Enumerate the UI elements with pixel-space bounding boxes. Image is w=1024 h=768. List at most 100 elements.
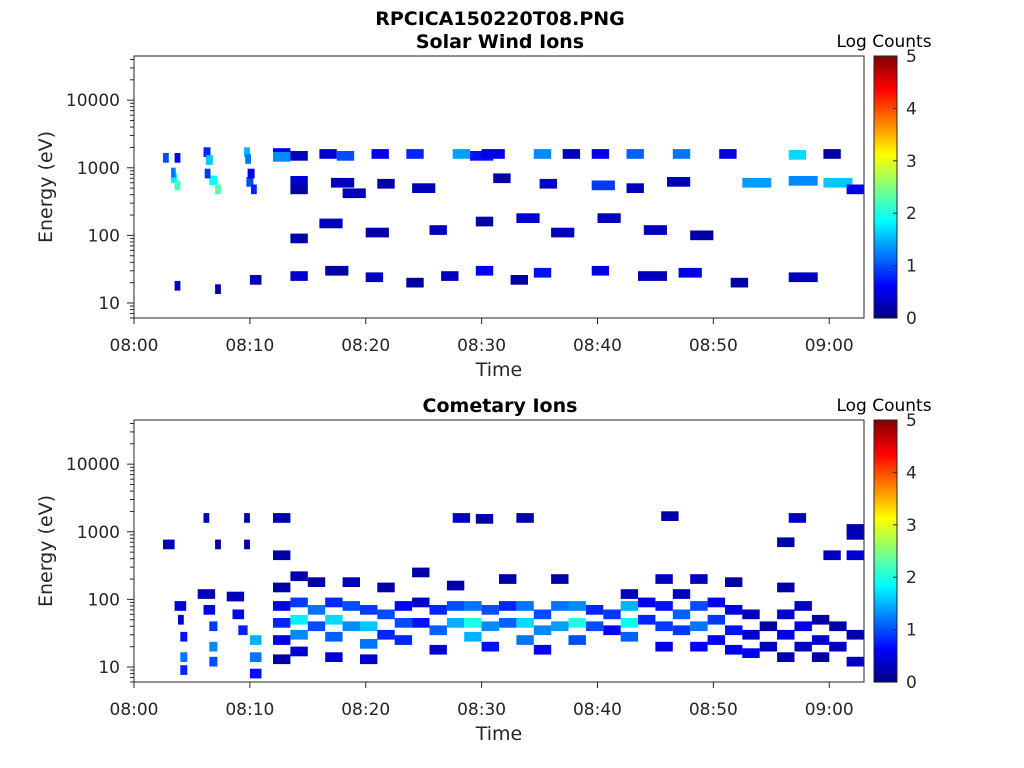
plot-frame-solar-wind [133,55,865,319]
colorbar-segment [874,655,897,660]
heatmap-cell [788,272,818,283]
colorbar-segment [874,611,897,615]
colorbar-tick-label: 2 [906,204,917,224]
heatmap-cell [180,631,188,642]
colorbar-segment [874,69,897,73]
heatmap-cell [551,601,569,611]
heatmap-cell [331,177,355,188]
heatmap-cell [204,168,211,179]
heatmap-cell [325,631,343,642]
colorbar-segment [874,249,897,254]
colorbar-tick-label: 4 [906,99,917,119]
x-axis-label-solar-wind: Time [475,359,523,381]
heatmap-cell [730,277,749,288]
x-tick-label: 08:20 [341,700,390,720]
colorbar-segment [874,587,897,591]
heatmap-cell [585,621,604,632]
heatmap-cell [626,149,644,159]
heatmap-cell [377,582,395,593]
colorbar-segment [874,482,897,487]
heatmap-cell [794,601,812,611]
heatmap-cell [690,601,708,611]
colorbar-segment [874,276,897,280]
figure-title: RPCICA150220T08.PNG [375,8,625,30]
heatmap-cells-solar-wind [163,147,864,294]
heatmap-cell [591,265,610,276]
heatmap-cell [811,652,830,662]
heatmap-cell [499,618,517,628]
heatmap-cell [829,621,847,632]
colorbar-segment [874,118,897,123]
heatmap-cell [846,656,864,667]
colorbar-segment [874,679,897,683]
colorbar-segment [874,574,897,578]
colorbar-segment [874,299,897,303]
colorbar-segment [874,312,897,316]
heatmap-cell [290,571,308,582]
heatmap-cell [238,625,248,636]
heatmap-cell [499,601,517,611]
colorbar-segment [874,273,897,277]
colorbar-segment [874,446,897,450]
heatmap-cell [249,635,262,645]
x-tick-label: 08:00 [110,336,159,356]
colorbar-segment [874,556,897,560]
colorbar-segment [874,71,897,75]
colorbar-segment [874,459,897,463]
heatmap-cell [215,284,221,294]
colorbar-segment [874,616,897,620]
x-tick-label: 08:40 [573,336,622,356]
heatmap-cell [342,621,360,632]
x-tick-label: 08:30 [457,336,506,356]
colorbar-tick-label: 3 [906,516,917,536]
x-tick-label: 08:50 [689,700,738,720]
colorbar-segment [874,440,897,445]
heatmap-cell [365,227,389,238]
colorbar-segment [874,425,897,429]
colorbar-segment [874,472,897,476]
heatmap-cell [251,184,257,195]
heatmap-cell [360,639,378,649]
colorbar-segment [874,619,897,623]
colorbar-segment [874,221,897,225]
heatmap-cell [655,641,673,652]
colorbar-segment [874,315,897,319]
colorbar-segment [874,244,897,248]
colorbar-segment [874,168,897,172]
heatmap-cell [493,173,511,184]
heatmap-cell [178,614,184,625]
heatmap-cell [273,513,291,523]
heatmap-cell [626,183,644,193]
colorbar-segment [874,134,897,138]
colorbar-segment [874,61,897,65]
x-tick-label: 09:00 [805,336,854,356]
colorbar-segment [874,200,897,204]
heatmap-cell [446,580,465,591]
x-tick-label: 08:30 [457,700,506,720]
heatmap-cell [481,149,505,159]
heatmap-cell [452,149,471,159]
colorbar-segment [874,530,897,534]
heatmap-cell [319,149,337,159]
colorbar-segment [874,252,897,256]
heatmap-cell [823,177,853,188]
colorbar-tick-label: 0 [906,309,917,329]
colorbar-segment [874,116,897,120]
y-tick-label: 10000 [66,91,120,111]
y-tick-label: 100 [88,226,120,246]
heatmap-cell [209,175,218,186]
heatmap-cell [452,513,471,523]
heatmap-cell [794,621,812,632]
heatmap-cell [406,149,424,159]
colorbar-segment [874,522,897,526]
colorbar-segment [874,467,897,471]
heatmap-cell [788,513,807,523]
colorbar-solar-wind: 0 1 2 3 4 5 [873,47,917,329]
colorbar-segment [874,66,897,70]
heatmap-cell [725,625,743,636]
colorbar-segment [874,435,897,439]
heatmap-cell [209,621,218,632]
colorbar-segment [874,632,897,636]
colorbar-segment [874,650,897,654]
heatmap-cell [290,176,308,186]
